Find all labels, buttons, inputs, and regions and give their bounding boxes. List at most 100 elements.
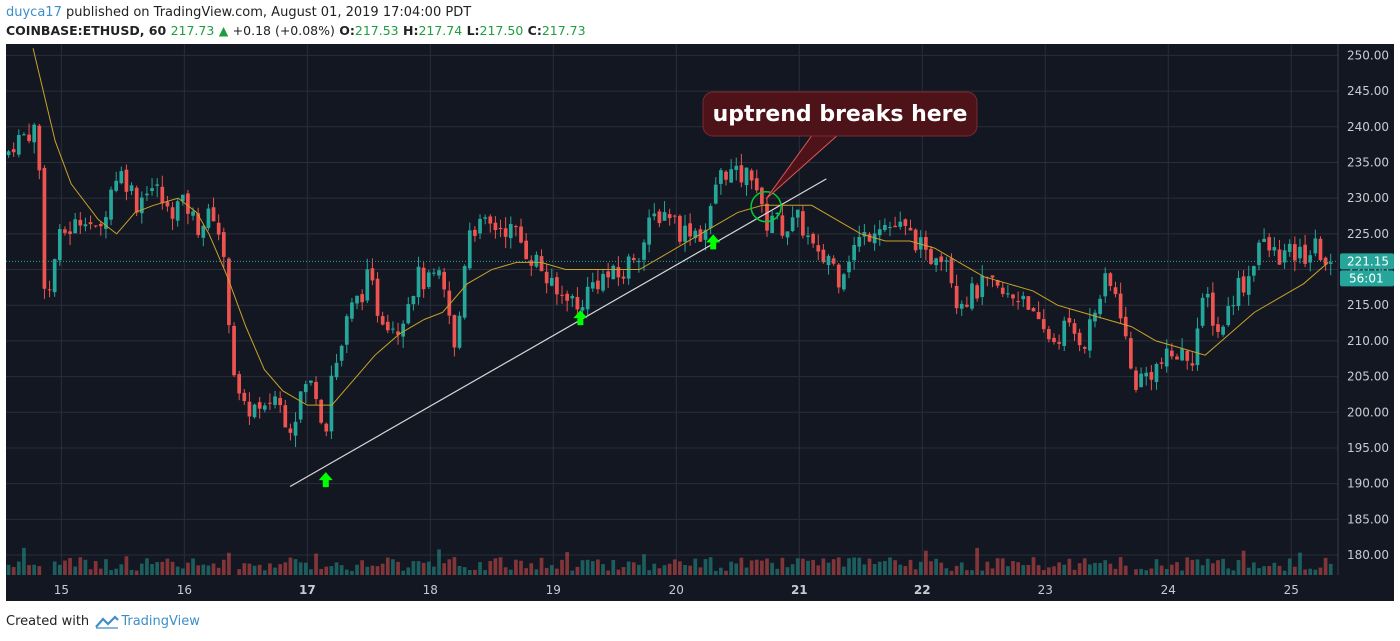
volume-bar	[145, 558, 149, 575]
price-chart[interactable]: uptrend breaks here 250.00 245.00 240.00 23…	[0, 41, 1400, 604]
volume-bar	[1216, 560, 1220, 575]
candle-body	[114, 180, 119, 191]
created-with-text: Created with	[6, 614, 90, 629]
candle-body	[170, 207, 175, 219]
candle-body	[867, 234, 872, 242]
volume-bar	[339, 565, 344, 575]
price-tick-label: 245.00	[1347, 84, 1389, 98]
candle-body	[693, 230, 698, 239]
candle-body	[503, 228, 508, 237]
volume-bar	[396, 561, 400, 575]
price-tick-label: 235.00	[1347, 155, 1389, 169]
candle-body	[252, 404, 257, 418]
volume-bar	[1134, 569, 1138, 575]
volume-bar	[1057, 562, 1061, 575]
candle-body	[883, 225, 887, 230]
volume-bar	[1159, 565, 1164, 575]
volume-bar	[488, 561, 493, 575]
candle-body	[227, 258, 231, 326]
volume-bar	[1185, 557, 1190, 575]
candle-body	[729, 169, 733, 183]
publish-info: duyca17 published on TradingView.com, Au…	[6, 5, 471, 20]
volume-bar	[990, 568, 995, 575]
volume-bar	[688, 565, 692, 575]
volume-bar	[1031, 557, 1036, 575]
volume-bar	[611, 559, 616, 575]
candle-body	[52, 259, 57, 293]
candle-body	[268, 402, 272, 404]
candle-body	[11, 149, 16, 153]
candle-body	[1052, 337, 1056, 343]
volume-bar	[1047, 567, 1051, 575]
candle-body	[498, 227, 503, 230]
volume-bar	[1226, 568, 1231, 575]
candle-body	[1323, 257, 1328, 265]
candle-body	[1144, 372, 1149, 377]
volume-bar	[939, 562, 944, 575]
volume-bar	[1246, 567, 1251, 575]
candle-body	[1170, 350, 1174, 357]
candle-body	[457, 315, 462, 348]
candle-body	[560, 294, 564, 296]
candle-body	[1047, 329, 1051, 340]
volume-bar	[590, 561, 595, 575]
volume-bar	[1077, 563, 1082, 575]
volume-bar	[893, 560, 897, 575]
volume-bar	[683, 564, 687, 575]
volume-bar	[355, 564, 359, 575]
candle-body	[1098, 298, 1102, 315]
plot-area[interactable]	[6, 44, 1338, 575]
volume-bar	[575, 566, 580, 575]
high-value: 217.74	[418, 23, 463, 38]
candle-body	[918, 237, 923, 250]
tradingview-link[interactable]: TradingView	[121, 614, 200, 629]
candle-body	[749, 170, 754, 181]
volume-bar	[385, 557, 390, 575]
volume-bar	[534, 569, 539, 575]
volume-bar	[237, 569, 242, 575]
price-tick-label: 210.00	[1347, 334, 1389, 348]
author-link[interactable]: duyca17	[6, 5, 62, 20]
volume-bar	[1036, 565, 1041, 575]
volume-bar	[601, 564, 605, 575]
candle-body	[411, 296, 416, 305]
candle-body	[211, 207, 216, 222]
candle-body	[88, 222, 93, 225]
volume-bar	[375, 566, 380, 575]
volume-bar	[150, 564, 154, 575]
price-axis[interactable]	[1338, 44, 1394, 575]
volume-bar	[473, 569, 477, 575]
candle-body	[1011, 294, 1015, 299]
volume-bar	[693, 558, 698, 575]
candle-body	[1231, 305, 1236, 307]
volume-bar	[959, 562, 964, 575]
volume-bar	[749, 560, 754, 575]
candle-body	[939, 256, 944, 263]
candle-body	[713, 184, 718, 204]
volume-bar	[211, 563, 216, 575]
candle-body	[42, 167, 47, 289]
time-axis[interactable]	[6, 575, 1394, 601]
volume-bar	[1041, 570, 1046, 575]
volume-bar	[790, 564, 795, 575]
volume-bar	[1103, 560, 1108, 575]
candle-body	[990, 275, 995, 278]
volume-bar	[52, 561, 57, 575]
candle-body	[765, 203, 769, 231]
volume-bar	[493, 558, 498, 575]
candle-body	[1031, 308, 1036, 312]
volume-bar	[1257, 568, 1261, 575]
volume-bar	[201, 564, 206, 575]
candle-body	[216, 222, 221, 235]
countdown-badge	[1340, 270, 1394, 287]
candle-body	[27, 134, 31, 142]
candle-body	[273, 396, 277, 405]
candle-body	[954, 285, 959, 309]
candle-body	[744, 167, 749, 186]
volume-bar	[437, 549, 441, 575]
volume-bar	[432, 566, 436, 575]
candle-body	[683, 225, 687, 242]
candle-body	[98, 223, 103, 227]
volume-bar	[155, 562, 160, 575]
grid-lines	[6, 44, 1339, 575]
